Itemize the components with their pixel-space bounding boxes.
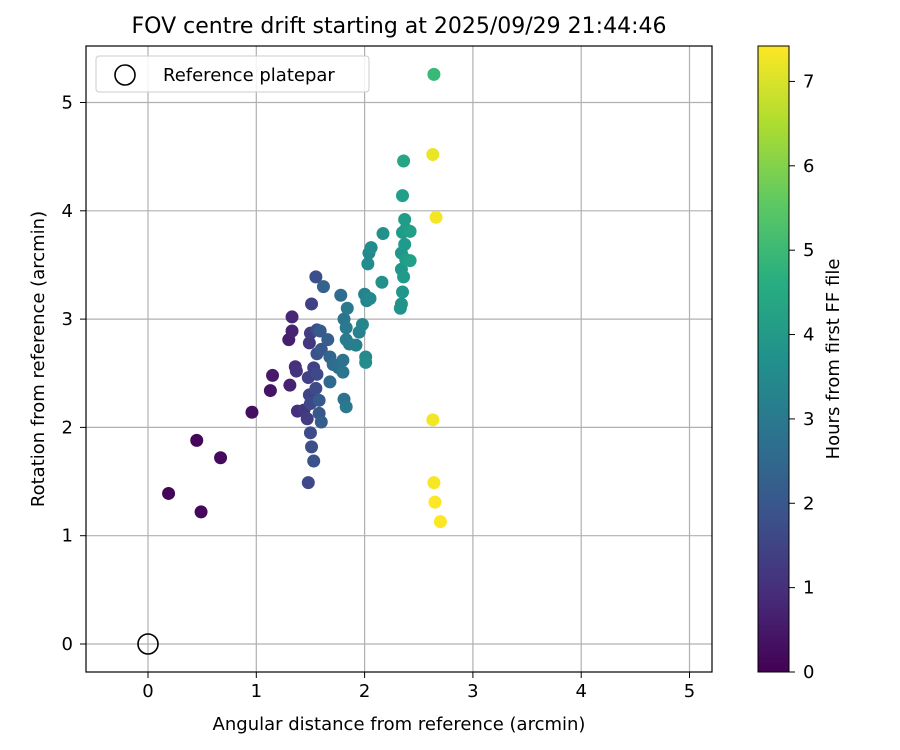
x-axis-ticks: 0 1 2 3 4 5 bbox=[142, 672, 695, 702]
legend-entry-label: Reference platepar bbox=[163, 65, 335, 86]
data-point bbox=[283, 378, 297, 392]
plot-frame bbox=[85, 45, 713, 673]
data-point bbox=[355, 318, 369, 332]
data-point bbox=[397, 154, 411, 168]
colorbar-tick-label: 3 bbox=[803, 409, 814, 430]
data-point bbox=[285, 324, 299, 338]
y-tick-label: 2 bbox=[62, 417, 73, 438]
data-point bbox=[309, 270, 323, 284]
legend-box bbox=[95, 55, 370, 93]
data-point bbox=[403, 224, 417, 238]
colorbar-tick-label: 7 bbox=[803, 71, 814, 92]
chart-title: FOV centre drift starting at 2025/09/29 … bbox=[132, 14, 667, 39]
grid-lines bbox=[86, 46, 712, 672]
data-point bbox=[339, 400, 353, 414]
y-tick-label: 5 bbox=[62, 93, 73, 114]
data-point bbox=[426, 413, 440, 427]
data-point bbox=[289, 364, 303, 378]
y-tick-label: 0 bbox=[62, 634, 73, 655]
data-point bbox=[334, 288, 348, 302]
colorbar-tick-label: 6 bbox=[803, 156, 814, 177]
colorbar-ticks: 0 1 2 3 4 5 6 7 bbox=[789, 71, 814, 683]
data-point bbox=[303, 426, 317, 440]
data-point bbox=[305, 440, 319, 454]
data-point bbox=[307, 454, 321, 468]
data-point bbox=[314, 342, 328, 356]
data-point bbox=[263, 384, 277, 398]
data-point bbox=[300, 412, 314, 426]
data-point bbox=[313, 324, 327, 338]
data-point bbox=[302, 336, 316, 350]
data-point bbox=[426, 147, 440, 161]
data-point bbox=[433, 515, 447, 529]
data-point bbox=[336, 365, 350, 379]
data-point bbox=[403, 254, 417, 268]
data-point bbox=[310, 367, 324, 381]
data-point bbox=[396, 189, 410, 203]
data-point bbox=[305, 297, 319, 311]
data-point bbox=[429, 210, 443, 224]
reference-point-marker bbox=[137, 633, 159, 655]
data-point bbox=[316, 280, 330, 294]
colorbar-gradient bbox=[757, 45, 790, 673]
colorbar-tick-label: 2 bbox=[803, 493, 814, 514]
data-point bbox=[245, 405, 259, 419]
data-point bbox=[336, 353, 350, 367]
data-point bbox=[162, 486, 176, 500]
data-point bbox=[427, 67, 441, 81]
data-point bbox=[323, 375, 337, 389]
y-tick-label: 1 bbox=[62, 526, 73, 547]
colorbar-tick-label: 4 bbox=[803, 325, 814, 346]
data-point bbox=[361, 257, 375, 271]
data-point bbox=[340, 301, 354, 315]
colorbar-tick-label: 1 bbox=[803, 578, 814, 599]
data-point bbox=[309, 381, 323, 395]
y-tick-label: 3 bbox=[62, 309, 73, 330]
data-point bbox=[339, 321, 353, 335]
colorbar-label: Hours from first FF file bbox=[823, 259, 844, 460]
data-point bbox=[363, 292, 377, 306]
data-point bbox=[190, 433, 204, 447]
data-point bbox=[428, 495, 442, 509]
data-point bbox=[301, 476, 315, 490]
x-tick-label: 5 bbox=[684, 681, 695, 702]
data-point bbox=[194, 505, 208, 519]
x-axis-label: Angular distance from reference (arcmin) bbox=[213, 714, 586, 735]
data-point bbox=[398, 237, 412, 251]
data-point bbox=[314, 415, 328, 429]
data-point bbox=[394, 297, 408, 311]
data-point bbox=[359, 355, 373, 369]
x-tick-label: 3 bbox=[467, 681, 478, 702]
x-tick-label: 0 bbox=[142, 681, 153, 702]
data-point bbox=[427, 476, 441, 490]
colorbar-tick-label: 0 bbox=[803, 662, 814, 683]
data-points bbox=[162, 67, 447, 529]
legend-marker-icon bbox=[114, 64, 136, 86]
data-point bbox=[321, 333, 335, 347]
data-point bbox=[375, 275, 389, 289]
x-tick-label: 2 bbox=[359, 681, 370, 702]
x-tick-label: 4 bbox=[575, 681, 586, 702]
data-point bbox=[312, 393, 326, 407]
colorbar-tick-label: 5 bbox=[803, 240, 814, 261]
colorbar: 0 1 2 3 4 5 6 7 Hours from first FF file bbox=[757, 45, 844, 683]
data-point bbox=[397, 270, 411, 284]
data-point bbox=[214, 451, 228, 465]
y-axis-ticks: 0 1 2 3 4 5 bbox=[62, 93, 86, 655]
data-point bbox=[285, 310, 299, 324]
data-point bbox=[376, 227, 390, 241]
data-point bbox=[364, 241, 378, 255]
data-point bbox=[396, 285, 410, 299]
y-tick-label: 4 bbox=[62, 201, 73, 222]
data-point bbox=[398, 212, 412, 226]
data-point bbox=[266, 368, 280, 382]
y-axis-label: Rotation from reference (arcmin) bbox=[28, 211, 49, 507]
legend: Reference platepar bbox=[95, 55, 370, 93]
data-point bbox=[349, 338, 363, 352]
x-tick-label: 1 bbox=[251, 681, 262, 702]
